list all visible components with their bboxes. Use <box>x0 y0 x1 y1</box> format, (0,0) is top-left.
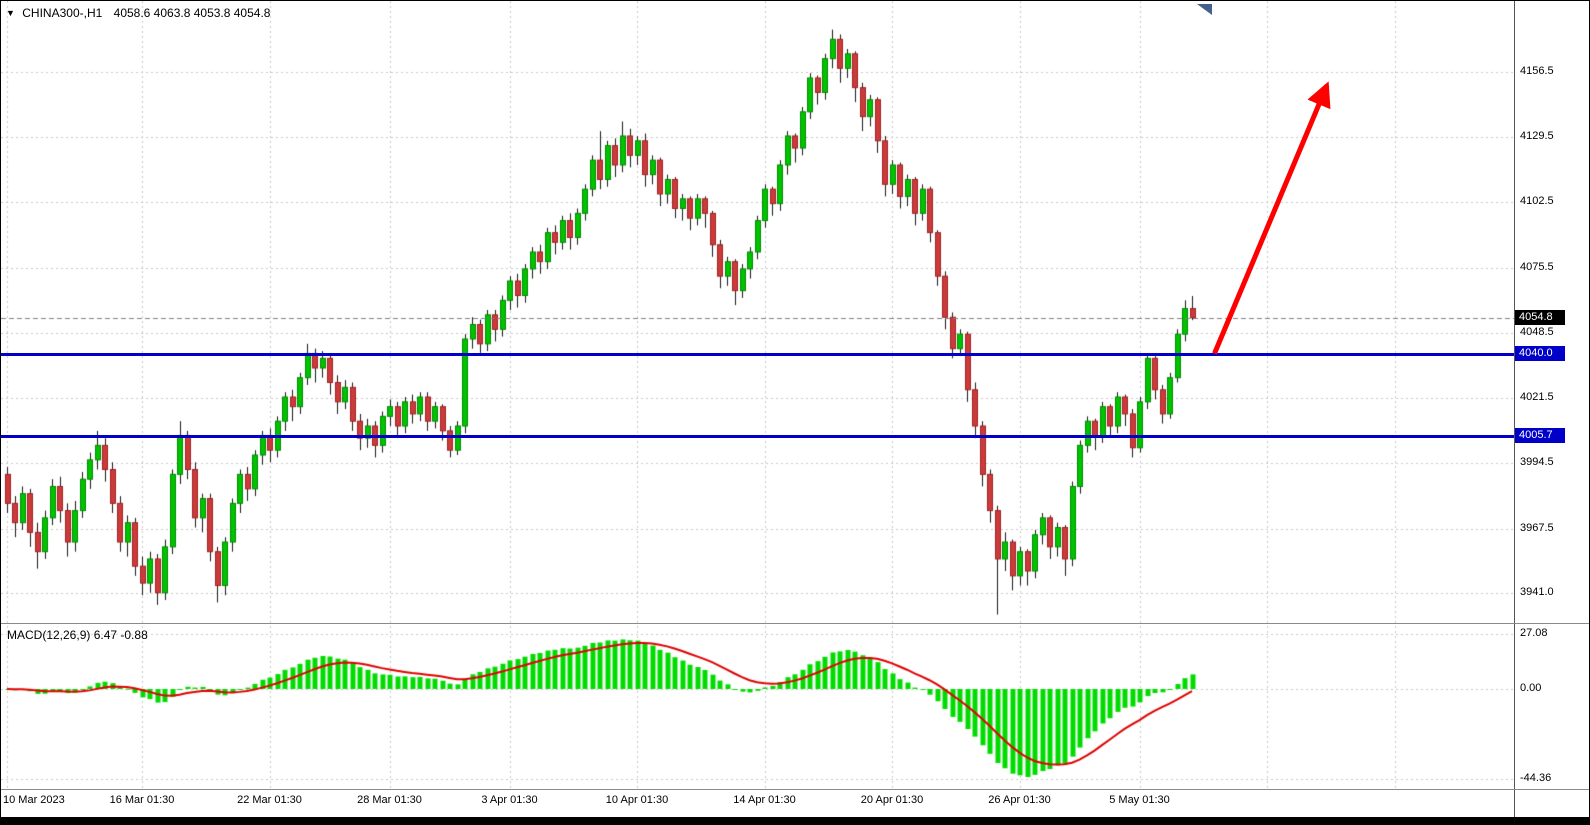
price-tag-hline-4040.0: 4040.0 <box>1515 345 1565 361</box>
price-axis-label: 4102.5 <box>1520 195 1554 208</box>
price-axis-label: 4021.5 <box>1520 391 1554 404</box>
time-axis[interactable]: 10 Mar 2023 16 Mar 01:30 22 Mar 01:30 28 Ma… <box>1 790 1514 816</box>
time-axis-label: 10 Apr 01:30 <box>605 794 669 806</box>
symbol-timeframe-label: CHINA300-,H1 <box>22 6 103 20</box>
price-tag-hline-4005.7: 4005.7 <box>1515 428 1565 444</box>
time-axis-label: 3 Apr 01:30 <box>481 794 538 806</box>
hlines-layer <box>1 1 1514 817</box>
price-axis-label: 0.00 <box>1520 682 1542 694</box>
price-axis-label: 4156.5 <box>1520 64 1554 77</box>
price-axis-label: 3967.5 <box>1520 521 1554 534</box>
price-axis-label: -44.36 <box>1520 772 1552 785</box>
time-axis-label: 26 Apr 01:30 <box>988 794 1051 806</box>
price-axis-label: 3941.0 <box>1520 585 1554 598</box>
price-axis[interactable]: 4156.5 4129.5 4102.5 4075.5 4048.5 4021.5 3994… <box>1515 1 1589 817</box>
time-axis-label: 22 Mar 01:30 <box>237 794 302 806</box>
symbol-dropdown-triangle-icon[interactable]: ▼ <box>6 8 15 18</box>
symbol-info: ▼ CHINA300-,H1 4058.6 4063.8 4053.8 4054… <box>6 6 270 20</box>
horizontal-line-4005.7[interactable] <box>1 435 1514 439</box>
chart-scroll-marker-icon[interactable] <box>1197 4 1212 15</box>
time-axis-label: 10 Mar 2023 <box>3 794 65 806</box>
price-axis-label: 27.08 <box>1520 627 1548 639</box>
time-axis-label: 16 Mar 01:30 <box>109 794 175 806</box>
price-axis-label: 4048.5 <box>1520 325 1554 338</box>
time-axis-label: 5 May 01:30 <box>1109 794 1170 806</box>
pane-divider-macd-timeaxis <box>1 789 1589 790</box>
price-tag-current: 4054.8 <box>1515 309 1565 325</box>
window-bottom-edge <box>1 817 1589 824</box>
horizontal-line-4040.0[interactable] <box>1 352 1514 356</box>
time-axis-label: 14 Apr 01:30 <box>733 794 796 806</box>
ohlc-quote-label: 4058.6 4063.8 4053.8 4054.8 <box>113 6 271 20</box>
price-axis-separator <box>1514 1 1515 817</box>
macd-indicator-label: MACD(12,26,9) 6.47 -0.88 <box>7 628 148 642</box>
price-axis-label: 4129.5 <box>1520 130 1554 143</box>
time-axis-label: 28 Mar 01:30 <box>357 794 422 806</box>
price-axis-label: 4075.5 <box>1520 260 1554 273</box>
price-axis-label: 3994.5 <box>1520 456 1554 469</box>
time-axis-label: 20 Apr 01:30 <box>860 794 924 806</box>
pane-divider-main-macd[interactable] <box>1 623 1589 624</box>
